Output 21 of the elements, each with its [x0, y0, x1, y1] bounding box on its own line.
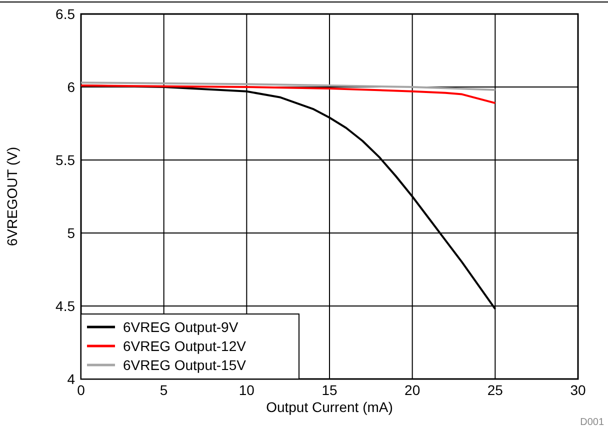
legend-label: 6VREG Output-12V [123, 338, 247, 354]
x-tick-label: 30 [570, 382, 586, 398]
x-tick-label: 5 [160, 382, 168, 398]
y-tick-label: 5.5 [56, 152, 76, 168]
x-tick-label: 0 [77, 382, 86, 398]
x-tick-label: 20 [404, 382, 420, 398]
x-tick-label: 15 [322, 382, 338, 398]
y-tick-label: 4 [67, 371, 76, 387]
x-tick-label: 10 [238, 382, 255, 398]
legend-label: 6VREG Output-15V [123, 357, 247, 373]
line-series [80, 84, 496, 104]
x-axis-title: Output Current (mA) [266, 399, 393, 415]
y-axis-title: 6VREGOUT (V) [4, 146, 20, 246]
y-tick-label: 4.5 [56, 298, 76, 314]
y-tick-label: 6.5 [56, 6, 76, 22]
y-tick-label: 5 [67, 225, 76, 241]
line-series [80, 82, 496, 91]
y-tick-label: 6 [67, 79, 76, 95]
x-tick-label: 25 [487, 382, 504, 398]
text: D001 [580, 417, 604, 428]
legend-label: 6VREG Output-9V [123, 319, 239, 335]
